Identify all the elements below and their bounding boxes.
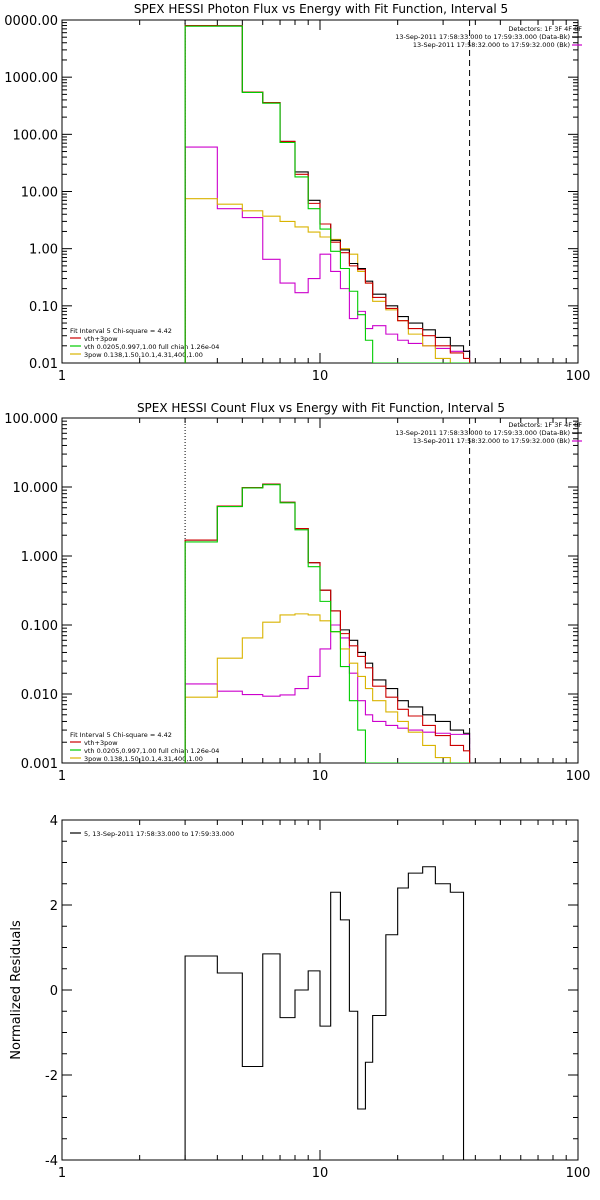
series-line-vth-plus-3pow <box>184 24 471 363</box>
series-line-total <box>184 483 471 763</box>
series-line-three-pow <box>184 613 470 763</box>
y-tick-label: 1.000 <box>21 550 58 565</box>
header-detectors: Detectors: 1F 3F 4F 8F <box>508 421 582 429</box>
y-tick-label: -2 <box>45 1069 58 1084</box>
x-tick-label: 10 <box>312 369 329 384</box>
series-line-background <box>184 146 471 363</box>
legend-vth: vth 0.0205,0.997,1.00 full chian 1.26e-0… <box>84 343 219 351</box>
y-tick-label: 0.010 <box>21 688 58 703</box>
header-bk-interval: 13-Sep-2011 17:58:32.000 to 17:59:32.000… <box>413 41 570 49</box>
y-tick-label: 0 <box>50 984 58 999</box>
y-axis-label: Normalized Residuals <box>9 920 24 1060</box>
legend-3pow: 3pow 0.138,1.50,10.1,4.31,400,1.00 <box>84 351 203 359</box>
header-data-interval: 13-Sep-2011 17:58:33.000 to 17:59:33.000… <box>395 429 570 437</box>
series-line-total <box>184 866 470 1160</box>
y-tick-label: 0.001 <box>21 757 58 772</box>
series-line-background <box>184 624 471 763</box>
x-tick-label: 10 <box>312 769 329 784</box>
y-tick-label: 1.00 <box>29 243 58 258</box>
legend-3pow: 3pow 0.138,1.50,10.1,4.31,400,1.00 <box>84 755 203 763</box>
plot-frame <box>61 19 579 364</box>
x-tick-label: 1 <box>58 369 66 384</box>
x-tick-label: 10 <box>312 1166 329 1181</box>
x-tick-label: 1 <box>58 1166 66 1181</box>
series-line-total <box>184 24 471 363</box>
series-line-three-pow <box>184 198 470 363</box>
photon-flux-panel: SPEX HESSI Photon Flux vs Energy with Fi… <box>4 2 590 384</box>
y-tick-label: 100.00 <box>13 128 59 143</box>
x-tick-label: 100 <box>566 769 591 784</box>
y-tick-label: 0.10 <box>29 300 58 315</box>
x-tick-label: 100 <box>566 1166 591 1181</box>
header-data-interval: 13-Sep-2011 17:58:33.000 to 17:59:33.000… <box>395 33 570 41</box>
y-tick-label: 0000.00 <box>4 14 58 29</box>
chart-title: SPEX HESSI Photon Flux vs Energy with Fi… <box>134 2 508 16</box>
series-line-vth <box>184 25 470 363</box>
series-line-vth <box>184 484 470 763</box>
legend-residuals: 5, 13-Sep-2011 17:58:33.000 to 17:59:33.… <box>84 830 234 838</box>
y-tick-label: 0.100 <box>21 619 58 634</box>
y-tick-label: 1000.00 <box>4 71 58 86</box>
legend-vth: vth 0.0205,0.997,1.00 full chian 1.26e-0… <box>84 747 219 755</box>
count-flux-panel: SPEX HESSI Count Flux vs Energy with Fit… <box>4 401 590 784</box>
header-bk-interval: 13-Sep-2011 17:58:32.000 to 17:59:32.000… <box>413 437 570 445</box>
y-tick-label: 4 <box>50 814 58 829</box>
residuals-panel: Normalized Residuals 5, 13-Sep-2011 17:5… <box>9 814 590 1181</box>
y-tick-label: 0.01 <box>29 357 58 372</box>
legend-fit-interval: Fit Interval 5 Chi-square = 4.42 <box>70 327 172 335</box>
legend-vth-3pow: vth+3pow <box>84 335 118 343</box>
y-tick-label: 100.000 <box>4 412 58 427</box>
y-tick-label: -4 <box>45 1154 58 1169</box>
y-tick-label: 10.000 <box>13 481 59 496</box>
y-tick-label: 10.00 <box>21 186 58 201</box>
series-line-vth-plus-3pow <box>184 483 471 763</box>
chart-title: SPEX HESSI Count Flux vs Energy with Fit… <box>137 401 505 415</box>
legend-fit-interval: Fit Interval 5 Chi-square = 4.42 <box>70 731 172 739</box>
x-tick-label: 1 <box>58 769 66 784</box>
legend-vth-3pow: vth+3pow <box>84 739 118 747</box>
y-tick-label: 2 <box>50 899 58 914</box>
x-tick-label: 100 <box>566 369 591 384</box>
header-detectors: Detectors: 1F 3F 4F 8F <box>508 25 582 33</box>
